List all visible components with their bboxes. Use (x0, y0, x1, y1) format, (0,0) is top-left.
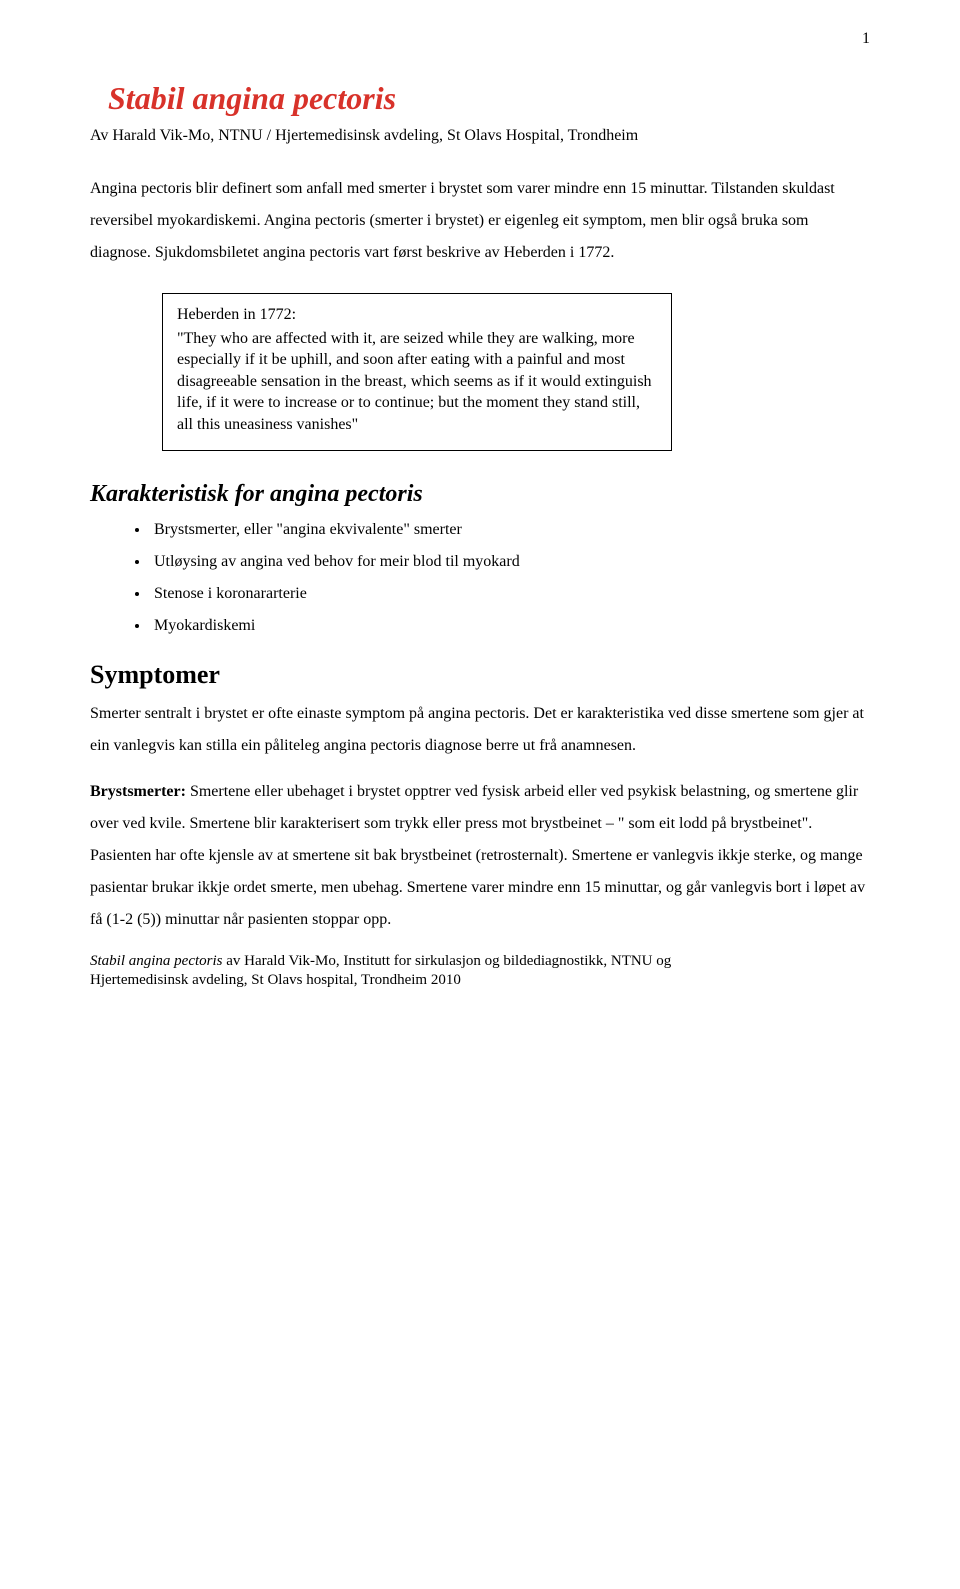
section-heading-characteristic: Karakteristisk for angina pectoris (90, 481, 870, 508)
quote-body: "They who are affected with it, are seiz… (177, 328, 657, 436)
intro-paragraph: Angina pectoris blir definert som anfall… (90, 173, 870, 269)
list-item: Myokardiskemi (150, 614, 870, 638)
page-number: 1 (862, 30, 870, 48)
list-item: Utløysing av angina ved behov for meir b… (150, 550, 870, 574)
heberden-quote-box: Heberden in 1772: "They who are affected… (162, 293, 672, 451)
section-heading-symptoms: Symptomer (90, 660, 870, 690)
brystsmerter-paragraph: Brystsmerter: Smertene eller ubehaget i … (90, 776, 870, 936)
brystsmerter-label: Brystsmerter: (90, 783, 186, 800)
list-item: Stenose i koronararterie (150, 582, 870, 606)
document-page: 1 Stabil angina pectoris Av Harald Vik-M… (0, 0, 960, 1589)
byline: Av Harald Vik-Mo, NTNU / Hjertemedisinsk… (90, 127, 870, 145)
brystsmerter-text: Smertene eller ubehaget i brystet opptre… (90, 783, 865, 928)
document-title: Stabil angina pectoris (108, 80, 870, 117)
footer-line1-rest: av Harald Vik-Mo, Institutt for sirkulas… (223, 953, 672, 969)
footer-citation: Stabil angina pectoris av Harald Vik-Mo,… (90, 952, 870, 991)
footer-line2: Hjertemedisinsk avdeling, St Olavs hospi… (90, 972, 461, 988)
quote-heading: Heberden in 1772: (177, 304, 657, 326)
list-item: Brystsmerter, eller "angina ekvivalente"… (150, 518, 870, 542)
symptoms-paragraph-1: Smerter sentralt i brystet er ofte einas… (90, 698, 870, 762)
characteristic-list: Brystsmerter, eller "angina ekvivalente"… (90, 518, 870, 638)
footer-title-italic: Stabil angina pectoris (90, 953, 223, 969)
